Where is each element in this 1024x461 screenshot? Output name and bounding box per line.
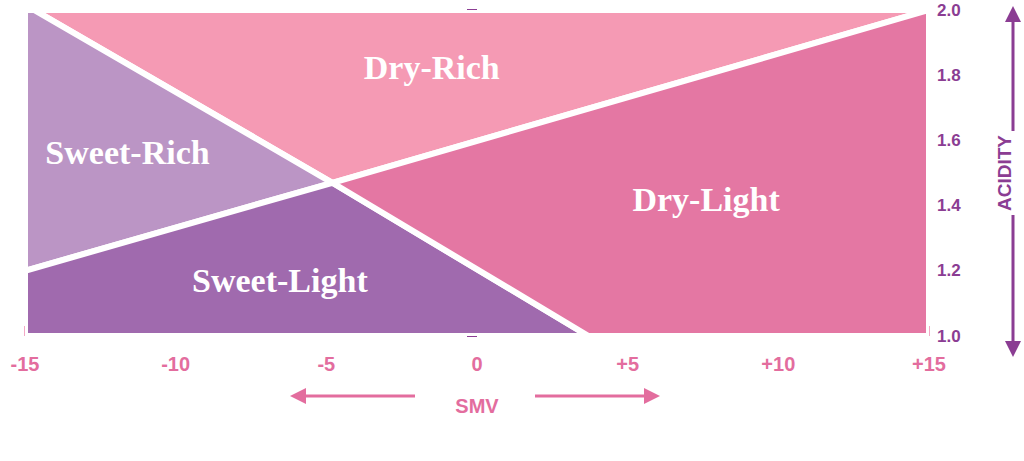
svg-text:1.8: 1.8 <box>937 66 961 85</box>
svg-text:-5: -5 <box>317 353 335 375</box>
svg-text:-15: -15 <box>11 353 40 375</box>
svg-text:+5: +5 <box>616 353 639 375</box>
svg-text:1.0: 1.0 <box>937 327 961 346</box>
svg-text:-10: -10 <box>161 353 190 375</box>
svg-text:2.0: 2.0 <box>937 1 961 20</box>
svg-text:Sweet-Rich: Sweet-Rich <box>45 134 209 171</box>
svg-text:Sweet-Light: Sweet-Light <box>192 262 368 299</box>
svg-text:1.6: 1.6 <box>937 131 961 150</box>
svg-text:+10: +10 <box>761 353 795 375</box>
svg-text:SMV: SMV <box>455 395 499 417</box>
svg-text:0: 0 <box>471 353 482 375</box>
svg-text:Dry-Light: Dry-Light <box>632 181 780 218</box>
svg-text:ACIDITY: ACIDITY <box>994 135 1015 211</box>
svg-text:1.4: 1.4 <box>937 196 961 215</box>
svg-text:1.2: 1.2 <box>937 261 961 280</box>
svg-text:+15: +15 <box>912 353 946 375</box>
svg-text:Dry-Rich: Dry-Rich <box>364 49 500 86</box>
